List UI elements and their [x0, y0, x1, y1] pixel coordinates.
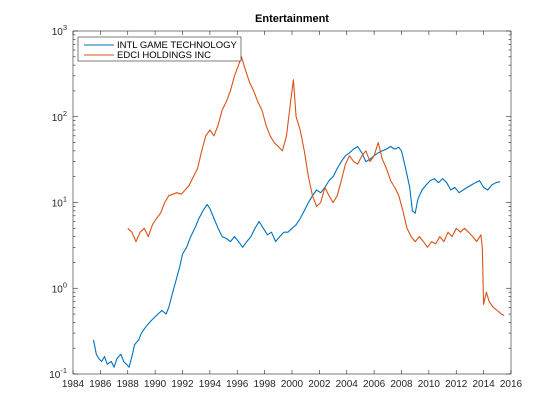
x-tick-label: 1990: [144, 379, 167, 390]
y-tick-label: 100: [52, 280, 67, 295]
x-tick-label: 2000: [281, 379, 304, 390]
x-tick-label: 1998: [254, 379, 277, 390]
series-line-edci-holdings-inc: [127, 56, 505, 317]
x-tick-label: 1992: [171, 379, 194, 390]
y-tick-label: 103: [52, 23, 67, 38]
x-tick-label: 2006: [363, 379, 386, 390]
series-layer: [92, 56, 505, 368]
x-tick-label: 2016: [500, 379, 523, 390]
x-tick-label: 1994: [199, 379, 222, 390]
x-tick-label: 1988: [117, 379, 140, 390]
x-tick-label: 2010: [418, 379, 441, 390]
legend-box: [77, 36, 242, 62]
x-tick-label: 1996: [226, 379, 249, 390]
x-tick-label: 2004: [336, 379, 359, 390]
series-line-intl-game-technology: [92, 145, 501, 368]
x-tick-label: 2002: [308, 379, 331, 390]
x-tick-label: 2008: [390, 379, 413, 390]
axis-layer: 1984 1986 1988 1990 1992 1994 1996 1998 2000 2002…: [49, 23, 522, 390]
x-tick-label: 1986: [89, 379, 112, 390]
y-tick-label: 10-1: [49, 366, 67, 381]
y-tick-label: 102: [52, 109, 67, 124]
x-tick-label: 2012: [445, 379, 468, 390]
x-tick-label: 2014: [473, 379, 496, 390]
x-tick-label: 1984: [62, 379, 85, 390]
legend-label-edci-holdings-inc: EDCI HOLDINGS INC: [117, 50, 211, 61]
y-tick-label: 101: [52, 195, 67, 210]
legend: INTL GAME TECHNOLOGY EDCI HOLDINGS INC: [77, 36, 242, 62]
chart-title: Entertainment: [255, 13, 329, 25]
plot-area: [73, 31, 511, 374]
legend-label-intl-game-technology: INTL GAME TECHNOLOGY: [117, 40, 237, 51]
